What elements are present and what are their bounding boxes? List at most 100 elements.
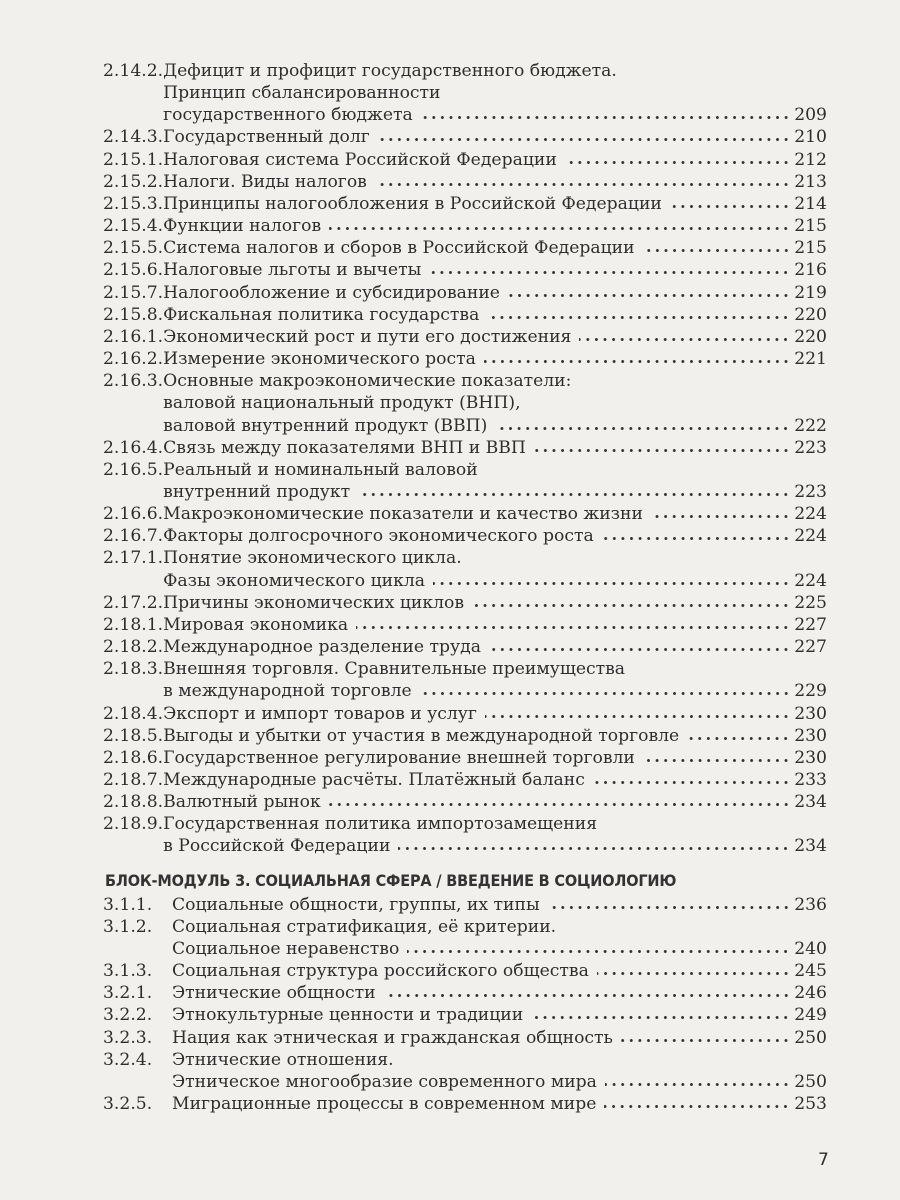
entry-number: 2.16.1. bbox=[103, 326, 164, 347]
entry-title-line: Принципы налогообложения в Российской Фе… bbox=[163, 193, 662, 214]
entry-last-line: валовой внутренний продукт (ВВП) 222 bbox=[163, 415, 827, 437]
entry-body: Экономический рост и пути его достижения… bbox=[163, 326, 827, 348]
dot-leader bbox=[579, 331, 791, 342]
entry-title-line: Причины экономических циклов bbox=[163, 592, 465, 613]
entry-body: Государственная политика импортозамещени… bbox=[163, 813, 827, 857]
entry-page-number: 240 bbox=[794, 938, 827, 959]
entry-number: 2.15.4. bbox=[103, 216, 164, 237]
entry-last-line: Экономический рост и пути его достижения… bbox=[163, 326, 827, 348]
entry-last-line: Валютный рынок 234 bbox=[163, 791, 827, 813]
entry-title-line: государственного бюджета bbox=[163, 105, 413, 126]
entry-title-line: Фискальная политика государства bbox=[163, 304, 480, 325]
entry-number: 2.16.7. bbox=[103, 526, 164, 547]
entry-last-line: государственного бюджета 209 bbox=[163, 104, 827, 126]
dot-leader bbox=[433, 575, 791, 586]
entry-title-line: Социальная структура российского обществ… bbox=[172, 961, 589, 982]
entry-body: Валютный рынок 234 bbox=[163, 791, 827, 813]
entry-last-line: Макроэкономические показатели и качество… bbox=[163, 503, 827, 525]
entry-title-line: Связь между показателями ВНП и ВВП bbox=[163, 437, 526, 458]
entry-body: Этнические общности 246 bbox=[172, 982, 827, 1004]
dot-leader bbox=[596, 966, 791, 977]
entry-title-line: Этническое многообразие современного мир… bbox=[172, 1071, 597, 1092]
entry-number: 2.17.2. bbox=[103, 592, 164, 613]
dot-leader bbox=[495, 420, 791, 431]
toc-entry: 2.18.3. Внешняя торговля. Сравнительные п… bbox=[103, 658, 827, 702]
entry-title-line: валовой внутренний продукт (ВВП) bbox=[163, 415, 488, 436]
toc-entry: 2.15.3. Принципы налогообложения в Россий… bbox=[103, 193, 827, 215]
dot-leader bbox=[669, 198, 791, 209]
entry-body: Налогообложение и субсидирование 219 bbox=[163, 282, 827, 304]
toc-entry: 2.18.2. Международное разделение труда 227 bbox=[103, 636, 827, 658]
entry-title-line: Фазы экономического цикла bbox=[163, 570, 425, 591]
dot-leader bbox=[604, 1076, 791, 1087]
entry-number: 2.18.3. bbox=[103, 659, 164, 680]
dot-leader bbox=[547, 899, 791, 910]
entry-last-line: Социальное неравенство 240 bbox=[172, 938, 827, 960]
entry-title-line: Налоговые льготы и вычеты bbox=[163, 260, 422, 281]
entry-body: Государственное регулирование внешней то… bbox=[163, 747, 827, 769]
entry-last-line: Налоговые льготы и вычеты 216 bbox=[163, 259, 827, 281]
entry-last-line: Измерение экономического роста 221 bbox=[163, 348, 827, 370]
entry-number: 2.16.6. bbox=[103, 504, 164, 525]
entry-page-number: 209 bbox=[794, 105, 827, 126]
entry-number: 2.16.2. bbox=[103, 349, 164, 370]
entry-title-line: Измерение экономического роста bbox=[163, 349, 476, 370]
entry-title-line: Налоги. Виды налогов bbox=[163, 171, 367, 192]
entry-number: 2.15.8. bbox=[103, 304, 164, 325]
table-of-contents: 2.14.2. Дефицит и профицит государственно… bbox=[103, 60, 827, 1115]
entry-last-line: в Российской Федерации 234 bbox=[163, 835, 827, 857]
entry-title-line: Основные макроэкономические показатели: bbox=[163, 371, 572, 392]
toc-entry: 3.2.4. Этнические отношения. Этническое мн… bbox=[103, 1049, 827, 1093]
entry-last-line: внутренний продукт 223 bbox=[163, 481, 827, 503]
entry-page-number: 220 bbox=[794, 304, 827, 325]
entry-page-number: 223 bbox=[794, 437, 827, 458]
entry-title-line: Система налогов и сборов в Российской Фе… bbox=[163, 238, 635, 259]
entry-last-line: Причины экономических циклов 225 bbox=[163, 592, 827, 614]
dot-leader bbox=[398, 841, 791, 852]
entry-title-line: Факторы долгосрочного экономического рос… bbox=[163, 526, 594, 547]
entry-title-line: Функции налогов bbox=[163, 216, 322, 237]
entry-body: Социальная структура российского обществ… bbox=[172, 960, 827, 982]
toc-entry: 2.18.6. Государственное регулирование вне… bbox=[103, 747, 827, 769]
dot-leader bbox=[601, 531, 791, 542]
entry-title-line: Социальное неравенство bbox=[172, 938, 400, 959]
entry-page-number: 234 bbox=[794, 836, 827, 857]
entry-title-line: Этнокультурные ценности и традиции bbox=[172, 1005, 524, 1026]
entry-page-number: 234 bbox=[794, 792, 827, 813]
entry-body: Международные расчёты. Платёжный баланс 2… bbox=[163, 769, 827, 791]
entry-page-number: 215 bbox=[794, 238, 827, 259]
entry-page-number: 219 bbox=[794, 282, 827, 303]
entry-title-line: валовой национальный продукт (ВНП), bbox=[163, 393, 521, 414]
entry-page-number: 210 bbox=[794, 127, 827, 148]
entry-title-line: Реальный и номинальный валовой bbox=[163, 459, 478, 480]
dot-leader bbox=[419, 686, 791, 697]
entry-page-number: 214 bbox=[794, 193, 827, 214]
dot-leader bbox=[420, 110, 791, 121]
entry-page-number: 224 bbox=[794, 526, 827, 547]
entry-body: Мировая экономика 227 bbox=[163, 614, 827, 636]
entry-body: Налоговые льготы и вычеты 216 bbox=[163, 259, 827, 281]
dot-leader bbox=[429, 265, 791, 276]
entry-page-number: 220 bbox=[794, 326, 827, 347]
dot-leader bbox=[620, 1032, 791, 1043]
toc-entry: 2.18.7. Международные расчёты. Платёжный … bbox=[103, 769, 827, 791]
entry-last-line: Международные расчёты. Платёжный баланс 2… bbox=[163, 769, 827, 791]
entry-page-number: 224 bbox=[794, 504, 827, 525]
toc-entry: 2.18.5. Выгоды и убытки от участия в межд… bbox=[103, 725, 827, 747]
entry-last-line: Нация как этническая и гражданская общно… bbox=[172, 1027, 827, 1049]
toc-entry: 3.2.1. Этнические общности 246 bbox=[103, 982, 827, 1004]
entry-page-number: 246 bbox=[794, 983, 827, 1004]
toc-entry: 3.2.2. Этнокультурные ценности и традиции… bbox=[103, 1004, 827, 1026]
entry-page-number: 249 bbox=[794, 1005, 827, 1026]
entry-body: Факторы долгосрочного экономического рос… bbox=[163, 525, 827, 547]
dot-leader bbox=[564, 154, 791, 165]
toc-entry: 2.15.2. Налоги. Виды налогов 213 bbox=[103, 171, 827, 193]
entry-number: 3.2.4. bbox=[103, 1049, 153, 1070]
dot-leader bbox=[358, 486, 791, 497]
entry-number: 2.14.3. bbox=[103, 127, 164, 148]
entry-last-line: Государственное регулирование внешней то… bbox=[163, 747, 827, 769]
entry-page-number: 227 bbox=[794, 614, 827, 635]
entry-page-number: 212 bbox=[794, 149, 827, 170]
entry-number: 3.2.5. bbox=[103, 1094, 153, 1115]
entry-last-line: Мировая экономика 227 bbox=[163, 614, 827, 636]
